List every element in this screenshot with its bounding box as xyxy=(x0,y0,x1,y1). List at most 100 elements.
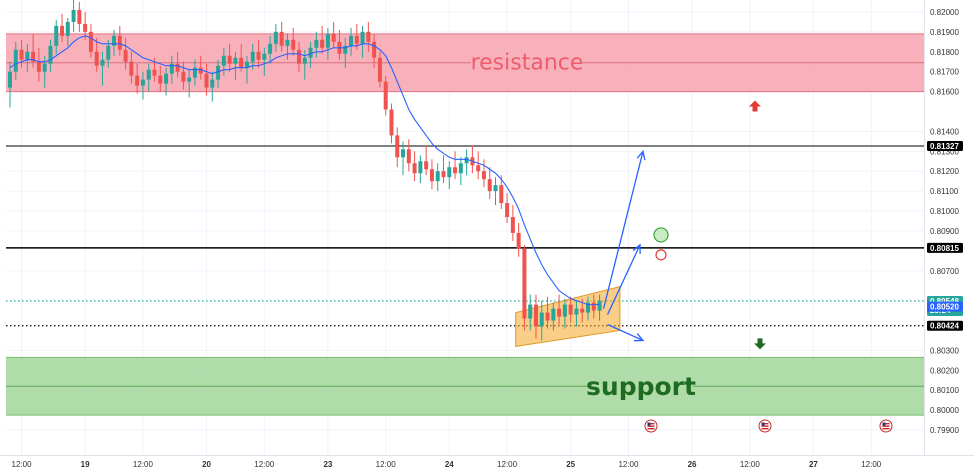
candle xyxy=(377,51,382,88)
candle-body xyxy=(187,77,192,82)
candle-body xyxy=(216,65,221,80)
candle-body xyxy=(71,9,76,22)
candle-body xyxy=(285,39,290,46)
candle-body xyxy=(545,312,550,321)
candle xyxy=(112,29,117,56)
candle xyxy=(325,27,330,60)
take-profit-circle xyxy=(653,227,669,243)
candle xyxy=(65,17,70,46)
x-tick-label: 23 xyxy=(323,460,332,469)
bullish-projection-arrow xyxy=(602,151,644,309)
candle-body xyxy=(372,41,377,58)
candle-body xyxy=(169,63,174,74)
candle-body xyxy=(31,51,36,62)
candle xyxy=(557,294,562,325)
candle-body xyxy=(48,45,53,64)
candle-body xyxy=(227,55,232,64)
candle-body xyxy=(406,149,411,164)
resistance-label: resistance xyxy=(471,51,584,76)
candle xyxy=(146,63,151,92)
candle xyxy=(401,141,406,176)
x-tick-label: 20 xyxy=(202,460,211,469)
candle-body xyxy=(574,308,579,315)
candle-body xyxy=(487,179,492,192)
candle-body xyxy=(395,135,400,158)
zone-labels-layer: resistance support xyxy=(471,51,696,402)
candle xyxy=(129,51,134,84)
candle xyxy=(60,13,65,42)
candle xyxy=(320,25,325,54)
price-tag-text: 0.80548 xyxy=(930,297,959,306)
candle xyxy=(221,47,226,76)
candle-body xyxy=(54,25,59,46)
candle xyxy=(389,103,394,144)
x-axis-bg xyxy=(0,455,974,476)
candle xyxy=(424,145,429,176)
candle xyxy=(135,63,140,94)
flag-canton xyxy=(761,422,765,426)
candle-body xyxy=(401,149,406,158)
candle-body xyxy=(13,49,18,72)
candle-body xyxy=(516,232,521,249)
candle xyxy=(533,294,538,339)
candle-body xyxy=(94,51,99,66)
candle-body xyxy=(424,161,429,170)
price-tag-text: 0.80424 xyxy=(930,322,959,331)
candle-body xyxy=(297,49,301,64)
price-tag-0.80520: 0.80520 xyxy=(927,301,963,312)
candle-body xyxy=(262,53,267,60)
flag-stripe xyxy=(882,423,890,425)
candle xyxy=(562,298,567,329)
candle-body xyxy=(83,23,88,32)
stop-loss-circle xyxy=(655,249,667,261)
candle xyxy=(31,33,36,68)
price-tag-text: 0.81327 xyxy=(930,142,959,151)
price-tag-0.80815: 0.80815 xyxy=(927,242,963,253)
candle xyxy=(140,71,145,100)
x-tick-label: 12:00 xyxy=(254,460,275,469)
y-axis-bg xyxy=(925,0,974,455)
candle-body xyxy=(533,304,538,327)
candle-body xyxy=(562,304,567,317)
x-tick-label: 12:00 xyxy=(133,460,154,469)
candle-body xyxy=(458,163,463,174)
candle xyxy=(372,33,377,68)
candle xyxy=(285,33,290,60)
y-tick-label: 0.80200 xyxy=(930,366,959,375)
event-flag-icon xyxy=(644,419,658,433)
candle xyxy=(297,41,301,72)
candle-body xyxy=(320,39,325,48)
y-tick-label: 0.81800 xyxy=(930,48,959,57)
x-tick-label: 12:00 xyxy=(376,460,397,469)
candle-body xyxy=(418,161,423,174)
candle-body xyxy=(360,31,365,44)
candle-body xyxy=(493,185,498,192)
price-tag-bg xyxy=(927,242,963,253)
candle-body xyxy=(447,167,452,178)
arrow-down-icon xyxy=(754,338,766,350)
retest-projection-arrow-head xyxy=(632,243,641,254)
candle xyxy=(48,39,53,72)
price-tag-text: 0.80520 xyxy=(930,303,959,312)
candle xyxy=(447,161,452,190)
candle-body xyxy=(25,51,30,60)
candle-body xyxy=(88,31,93,52)
candle xyxy=(36,47,41,82)
candle-body xyxy=(36,61,41,72)
candle-body xyxy=(117,35,122,50)
flag-stripe xyxy=(882,425,890,427)
candle xyxy=(470,145,475,174)
candle-body xyxy=(140,79,145,86)
candle xyxy=(175,51,180,78)
y-tick-label: 0.79900 xyxy=(930,426,959,435)
candle xyxy=(574,300,579,327)
x-axis[interactable]: 12:00 19 12:00 20 12:00 23 12:00 24 12:00 25 12:00… xyxy=(0,455,974,476)
y-axis[interactable]: 0.82000 0.81900 0.81800 0.81700 0.81600 0.814… xyxy=(924,0,974,455)
candle xyxy=(54,19,59,54)
candle-body xyxy=(164,73,169,84)
candle-body xyxy=(349,35,354,46)
y-tick-label: 0.81100 xyxy=(930,187,959,196)
annotations-layer xyxy=(602,100,893,433)
candle xyxy=(441,155,446,184)
